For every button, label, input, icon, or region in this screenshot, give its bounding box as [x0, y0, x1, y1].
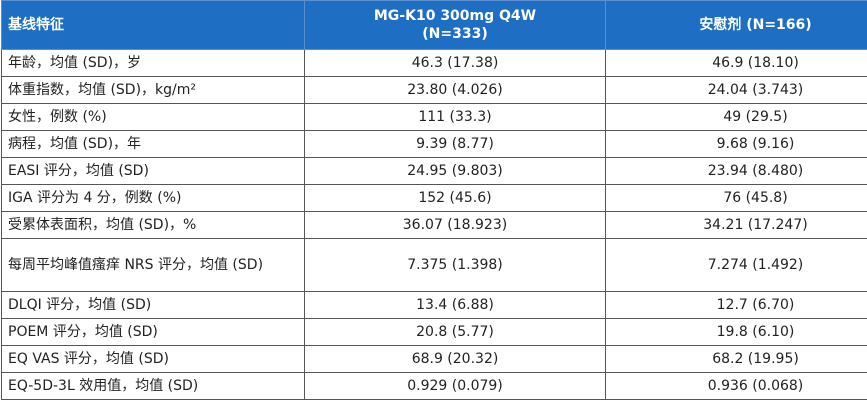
table-row: 年龄，均值 (SD)，岁 46.3 (17.38) 46.9 (18.10) — [1, 49, 867, 77]
table-row: 女性，例数 (%) 111 (33.3) 49 (29.5) — [1, 103, 867, 131]
cell-value: 13.4 (6.88) — [304, 291, 606, 319]
header-row: 基线特征 MG-K10 300mg Q4W (N=333) 安慰剂 (N=166) — [1, 0, 867, 50]
column-header: MG-K10 300mg Q4W (N=333) — [304, 0, 606, 50]
cell-value: 49 (29.5) — [605, 103, 867, 131]
cell-value: 9.39 (8.77) — [304, 130, 606, 158]
table-row: EQ-5D-3L 效用值，均值 (SD) 0.929 (0.079) 0.936 (… — [1, 372, 867, 400]
cell-value: 46.3 (17.38) — [304, 49, 606, 77]
table-body: 年龄，均值 (SD)，岁 46.3 (17.38) 46.9 (18.10) 体重指数… — [1, 49, 867, 400]
cell-value: 23.94 (8.480) — [605, 157, 867, 185]
cell-value: 68.9 (20.32) — [304, 345, 606, 373]
row-label: 每周平均峰值瘙痒 NRS 评分，均值 (SD) — [1, 238, 305, 292]
table-row: EASI 评分，均值 (SD) 24.95 (9.803) 23.94 (8.480… — [1, 157, 867, 185]
row-label: 体重指数，均值 (SD)，kg/m² — [1, 76, 305, 104]
column-header: 基线特征 — [1, 0, 305, 50]
cell-value: 23.80 (4.026) — [304, 76, 606, 104]
cell-value: 24.95 (9.803) — [304, 157, 606, 185]
table-row: IGA 评分为 4 分，例数 (%) 152 (45.6) 76 (45.8) — [1, 184, 867, 212]
table-row: 每周平均峰值瘙痒 NRS 评分，均值 (SD) 7.375 (1.398) 7.27… — [1, 238, 867, 292]
cell-value: 76 (45.8) — [605, 184, 867, 212]
cell-value: 152 (45.6) — [304, 184, 606, 212]
cell-value: 12.7 (6.70) — [605, 291, 867, 319]
row-label: DLQI 评分，均值 (SD) — [1, 291, 305, 319]
row-label: 受累体表面积，均值 (SD)，% — [1, 211, 305, 239]
row-label: 病程，均值 (SD)，年 — [1, 130, 305, 158]
cell-value: 7.375 (1.398) — [304, 238, 606, 292]
cell-value: 0.929 (0.079) — [304, 372, 606, 400]
column-header: 安慰剂 (N=166) — [605, 0, 867, 50]
table-row: DLQI 评分，均值 (SD) 13.4 (6.88) 12.7 (6.70) — [1, 291, 867, 319]
table-row: POEM 评分，均值 (SD) 20.8 (5.77) 19.8 (6.10) — [1, 318, 867, 346]
table-row: EQ VAS 评分，均值 (SD) 68.9 (20.32) 68.2 (19.95… — [1, 345, 867, 373]
row-label: EASI 评分，均值 (SD) — [1, 157, 305, 185]
row-label: 年龄，均值 (SD)，岁 — [1, 49, 305, 77]
cell-value: 9.68 (9.16) — [605, 130, 867, 158]
row-label: IGA 评分为 4 分，例数 (%) — [1, 184, 305, 212]
cell-value: 34.21 (17.247) — [605, 211, 867, 239]
cell-value: 68.2 (19.95) — [605, 345, 867, 373]
cell-value: 24.04 (3.743) — [605, 76, 867, 104]
cell-value: 111 (33.3) — [304, 103, 606, 131]
row-label: 女性，例数 (%) — [1, 103, 305, 131]
table-row: 病程，均值 (SD)，年 9.39 (8.77) 9.68 (9.16) — [1, 130, 867, 158]
row-label: POEM 评分，均值 (SD) — [1, 318, 305, 346]
table-row: 体重指数，均值 (SD)，kg/m² 23.80 (4.026) 24.04 (3.… — [1, 76, 867, 104]
row-label: EQ VAS 评分，均值 (SD) — [1, 345, 305, 373]
cell-value: 36.07 (18.923) — [304, 211, 606, 239]
table-row: 受累体表面积，均值 (SD)，% 36.07 (18.923) 34.21 (17.… — [1, 211, 867, 239]
cell-value: 19.8 (6.10) — [605, 318, 867, 346]
cell-value: 20.8 (5.77) — [304, 318, 606, 346]
cell-value: 46.9 (18.10) — [605, 49, 867, 77]
baseline-table: 基线特征 MG-K10 300mg Q4W (N=333) 安慰剂 (N=166) … — [1, 0, 867, 400]
row-label: EQ-5D-3L 效用值，均值 (SD) — [1, 372, 305, 400]
cell-value: 0.936 (0.068) — [605, 372, 867, 400]
cell-value: 7.274 (1.492) — [605, 238, 867, 292]
